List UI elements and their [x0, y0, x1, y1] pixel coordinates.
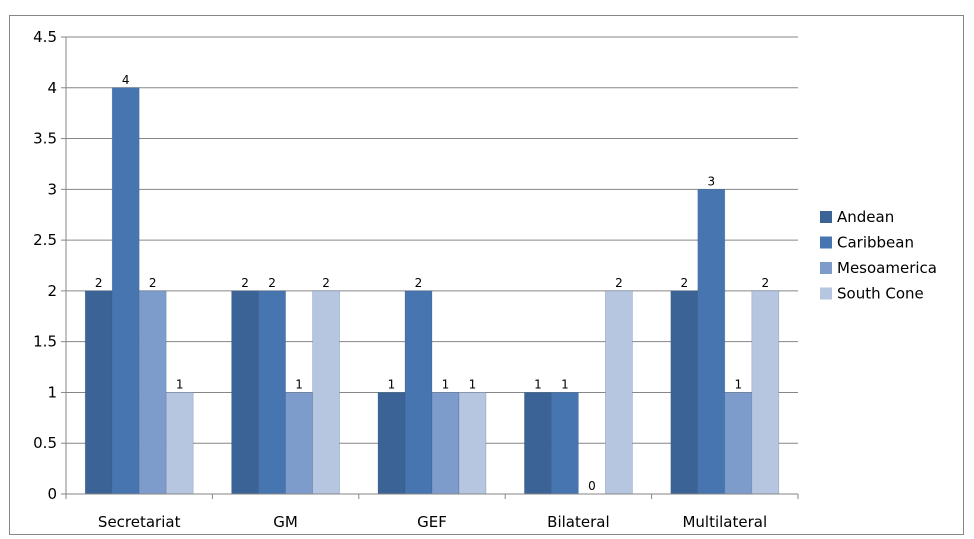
x-category-label: Secretariat: [98, 513, 181, 531]
data-label: 1: [734, 377, 742, 391]
data-label: 4: [122, 73, 130, 87]
data-label: 2: [149, 276, 157, 290]
axes: 0 0.5 1 1.5 2 2.5 3 3.5 4 4.5 Secretariat GM GEF Bila…: [33, 28, 799, 531]
data-label: 2: [95, 276, 103, 290]
bar-mesoamerica: [285, 392, 313, 495]
bars: [84, 87, 780, 495]
x-category-label: GM: [273, 513, 298, 531]
legend-swatch: [820, 211, 832, 223]
bar-mesoamerica: [724, 392, 753, 495]
data-label: 2: [680, 276, 688, 290]
bar-andean: [231, 290, 259, 495]
data-label: 2: [241, 276, 249, 290]
y-tick-label: 3.5: [33, 130, 57, 148]
legend-label: Caribbean: [837, 234, 914, 252]
y-tick-label: 4: [47, 79, 57, 97]
y-tick-label: 0: [47, 485, 57, 503]
bar-caribbean: [404, 290, 433, 495]
y-tick-label: 3: [47, 180, 57, 198]
y-tick-label: 0.5: [33, 434, 57, 452]
bar-south-cone: [605, 290, 633, 495]
legend: Andean Caribbean Mesoamerica South Cone: [820, 208, 937, 303]
data-label: 2: [615, 276, 623, 290]
data-labels: 2 4 2 1 2 2 1 2 1 2 1 1 1 1 0 2 2 3 1 2: [95, 73, 769, 493]
y-tick-label: 1.5: [33, 333, 57, 351]
data-label: 1: [469, 377, 477, 391]
y-tick-label: 2: [47, 282, 57, 300]
bar-south-cone: [165, 392, 194, 495]
x-category-label: Bilateral: [547, 513, 609, 531]
data-label: 2: [415, 276, 423, 290]
legend-label: South Cone: [837, 285, 924, 303]
y-tick-label: 4.5: [33, 28, 57, 46]
bar-caribbean: [258, 290, 286, 495]
data-label: 3: [707, 174, 715, 188]
bar-mesoamerica: [138, 290, 167, 495]
legend-label: Mesoamerica: [837, 259, 937, 277]
data-label: 2: [761, 276, 769, 290]
legend-swatch: [820, 287, 832, 300]
bar-caribbean: [111, 87, 140, 495]
bar-south-cone: [458, 392, 487, 495]
bar-caribbean: [551, 392, 579, 495]
bar-andean: [84, 290, 113, 495]
data-label: 1: [442, 377, 450, 391]
data-label: 1: [534, 377, 542, 391]
bar-andean: [377, 392, 406, 495]
data-label: 1: [388, 377, 396, 391]
data-label: 1: [561, 377, 569, 391]
legend-swatch: [820, 236, 832, 249]
data-label: 1: [176, 377, 184, 391]
x-category-label: GEF: [417, 513, 447, 531]
legend-swatch: [820, 262, 832, 274]
x-category-label: Multilateral: [682, 513, 767, 531]
bar-mesoamerica: [431, 392, 460, 495]
data-label: 2: [268, 276, 276, 290]
bar-caribbean: [697, 189, 726, 495]
bar-south-cone: [751, 290, 780, 495]
data-label: 0: [588, 479, 596, 493]
data-label: 1: [295, 377, 303, 391]
bar-south-cone: [312, 290, 340, 495]
bar-andean: [670, 290, 699, 495]
y-tick-label: 2.5: [33, 231, 57, 249]
y-tick-label: 1: [47, 383, 57, 401]
data-label: 2: [322, 276, 330, 290]
legend-label: Andean: [837, 208, 894, 226]
bar-andean: [524, 392, 552, 495]
